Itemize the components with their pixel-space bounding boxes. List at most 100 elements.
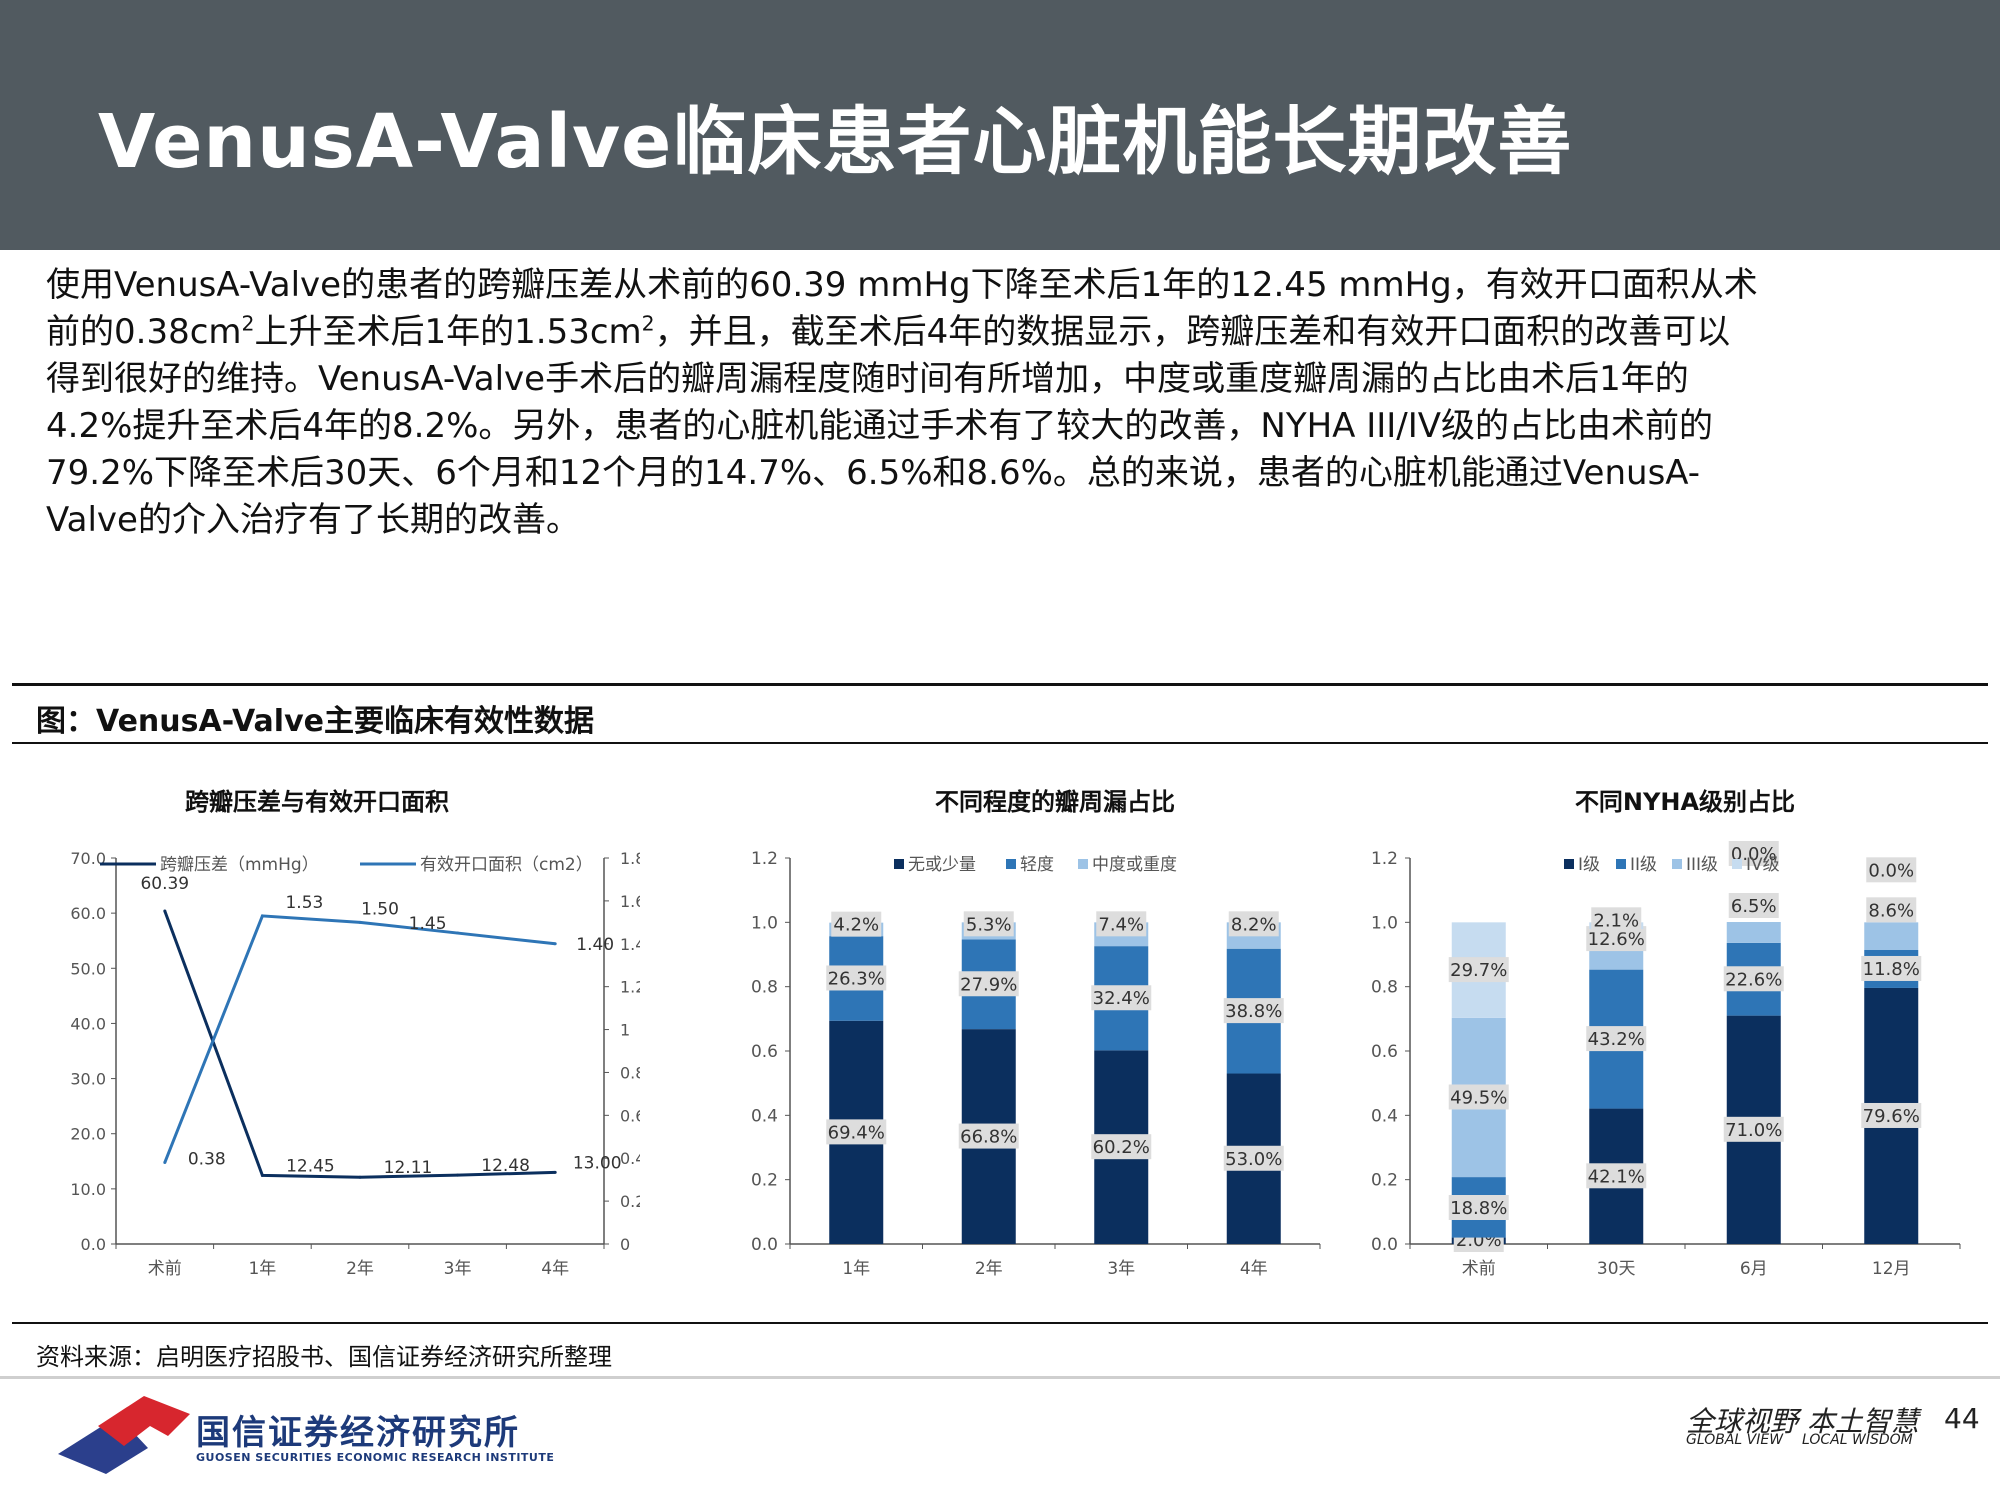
data-point [358, 920, 362, 924]
chart-pressure-area: 跨瓣压差与有效开口面积 0.0 10.0 20.0 30.0 40.0 50.0 60.0 70… [70, 788, 640, 1279]
slogan-en-global: GLOBAL VIEW [1686, 1432, 1784, 1448]
legend-swatch [1564, 859, 1574, 869]
figure-title: 图：VenusA-Valve主要临床有效性数据 [36, 704, 594, 739]
series-line [163, 914, 556, 1164]
data-label-bg [1861, 955, 1922, 981]
data-label: 1.40 [576, 935, 614, 955]
data-label-bg [1861, 1102, 1922, 1128]
data-label: 7.4% [1098, 914, 1144, 935]
x-tick-label: 12月 [1872, 1259, 1911, 1279]
body-line-2: 前的0.38cm2上升至术后1年的1.53cm2，并且，截至术后4年的数据显示，… [46, 309, 1946, 356]
data-label-bg [826, 965, 887, 991]
y-right-tick-label: 0 [620, 1235, 630, 1254]
data-label: 0.0% [1731, 844, 1777, 865]
data-label-bg [963, 911, 1014, 937]
data-point [553, 1170, 557, 1174]
y-left-tick-label: 20.0 [70, 1125, 106, 1144]
data-label-bg [1728, 893, 1779, 919]
y-tick-label: 1.0 [751, 913, 778, 933]
data-point [456, 931, 460, 935]
data-label: 1.45 [409, 914, 447, 934]
data-label: 71.0% [1725, 1120, 1782, 1141]
data-label: 49.5% [1450, 1087, 1507, 1108]
legend-swatch [1732, 859, 1742, 869]
data-label: 0.38 [188, 1150, 226, 1170]
x-tick-label: 6月 [1740, 1259, 1768, 1279]
data-label: 1.50 [361, 899, 399, 919]
y-tick-label: 0.2 [1371, 1171, 1398, 1191]
y-tick-label: 0.8 [1371, 978, 1398, 998]
data-label: 38.8% [1225, 1001, 1282, 1022]
data-label-bg [1448, 1195, 1509, 1220]
data-label: 4.2% [833, 915, 879, 936]
data-label-bg [831, 911, 882, 937]
body-line-2e: ，并且，截至术后4年的数据显示，跨瓣压差和有效开口面积的改善可以 [654, 312, 1731, 352]
data-point [260, 1173, 264, 1177]
data-label: 60.2% [1093, 1137, 1150, 1158]
data-label: 29.7% [1450, 960, 1507, 981]
chart-title: 跨瓣压差与有效开口面积 [185, 788, 449, 816]
chart-title: 不同程度的瓣周漏占比 [935, 788, 1175, 816]
header-bar: VenusA-Valve临床患者心脏机能长期改善 [0, 0, 2000, 250]
body-line-4: 4.2%提升至术后4年的8.2%。另外，患者的心脏机能通过手术有了较大的改善，N… [46, 406, 1714, 446]
data-point [163, 1161, 167, 1165]
data-label-bg [1723, 1116, 1784, 1142]
data-label: 12.11 [384, 1158, 433, 1178]
body-line-3: 得到很好的维持。VenusA-Valve手术后的瓣周漏程度随时间有所增加，中度或… [46, 359, 1689, 399]
y-tick-label: 1.2 [1371, 849, 1398, 869]
data-label: 32.4% [1093, 988, 1150, 1009]
x-tick-label: 30天 [1597, 1259, 1636, 1279]
data-point [358, 1175, 362, 1179]
body-paragraph: 使用VenusA-Valve的患者的跨瓣压差从术前的60.39 mmHg下降至术… [46, 262, 1946, 544]
company-name-cn: 国信证券经济研究所 [196, 1413, 520, 1453]
company-name-en: GUOSEN SECURITIES ECONOMIC RESEARCH INST… [196, 1451, 555, 1464]
legend-label: 无或少量 [908, 855, 976, 875]
y-tick-label: 1.0 [1371, 913, 1398, 933]
data-label: 66.8% [960, 1127, 1017, 1148]
y-right-tick-label: 0.8 [620, 1063, 640, 1082]
data-label: 8.6% [1868, 900, 1914, 921]
y-left-tick-label: 60.0 [70, 904, 106, 923]
data-label: 2.1% [1593, 910, 1639, 931]
data-label-bg [1591, 907, 1642, 933]
data-point [163, 909, 167, 913]
slogan-cn: 全球视野 本土智慧 [1686, 1405, 1919, 1438]
data-point [260, 914, 264, 918]
body-line-2c: 上升至术后1年的1.53cm [254, 312, 642, 352]
data-label: 69.4% [828, 1122, 885, 1143]
y-tick-label: 0.4 [751, 1106, 778, 1126]
figure-title-rule [12, 742, 1988, 744]
y-right-tick-label: 0.2 [620, 1192, 640, 1211]
legend-swatch [1078, 859, 1088, 869]
legend-swatch [1006, 859, 1016, 869]
x-tick-label: 4年 [541, 1259, 569, 1279]
slogan-en-local: LOCAL WISDOM [1802, 1432, 1913, 1448]
y-tick-label: 1.2 [751, 849, 778, 869]
data-label-bg [1096, 911, 1147, 937]
x-tick-label: 3年 [444, 1259, 472, 1279]
y-right-tick-label: 0.4 [620, 1149, 640, 1168]
data-label-bg [1866, 897, 1917, 923]
data-label: 26.3% [828, 968, 885, 989]
data-label-bg [958, 1123, 1019, 1149]
chart-nyha-class: 不同NYHA级别占比0.00.20.40.60.81.01.2术前2.0%18.… [1371, 788, 1961, 1279]
data-point [456, 1173, 460, 1177]
page-title: VenusA-Valve临床患者心脏机能长期改善 [98, 99, 1573, 185]
bar-segment [1864, 922, 1919, 950]
x-tick-label: 2年 [346, 1259, 374, 1279]
legend-label: 有效开口面积（cm2） [420, 855, 593, 875]
x-tick-label: 术前 [148, 1259, 182, 1279]
data-label: 79.6% [1863, 1106, 1920, 1127]
data-label: 18.8% [1450, 1198, 1507, 1219]
data-label: 5.3% [966, 914, 1012, 935]
x-tick-label: 3年 [1107, 1259, 1135, 1279]
x-tick-label: 1年 [248, 1259, 276, 1279]
data-label: 0.0% [1868, 860, 1914, 881]
data-label-bg [958, 971, 1019, 997]
legend-label: II级 [1630, 855, 1657, 875]
data-label: 1.53 [285, 893, 323, 913]
figure-bottom-rule [12, 1322, 1988, 1324]
data-label: 60.39 [140, 874, 189, 894]
data-label-bg [1586, 1026, 1647, 1052]
y-tick-label: 0.4 [1371, 1106, 1398, 1126]
